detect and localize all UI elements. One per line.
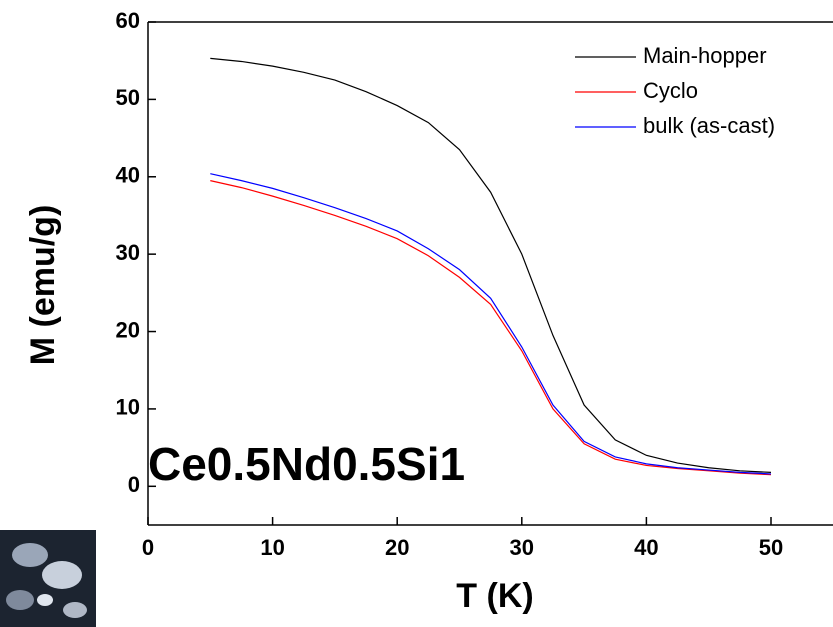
y-tick-label: 50 [116, 85, 140, 110]
y-tick-label: 10 [116, 395, 140, 420]
legend-label: Main-hopper [643, 43, 767, 68]
annotation: Ce0.5Nd0.5Si1 [148, 438, 465, 490]
sample-photo [0, 530, 96, 627]
y-tick-label: 30 [116, 240, 140, 265]
legend-label: bulk (as-cast) [643, 113, 775, 138]
data-line [210, 180, 772, 476]
x-tick-label: 40 [634, 535, 658, 560]
legend-label: Cyclo [643, 78, 698, 103]
y-tick-label: 20 [116, 317, 140, 342]
data-line [210, 57, 772, 473]
x-tick-label: 20 [385, 535, 409, 560]
x-tick-label: 0 [142, 535, 154, 560]
x-tick-label: 10 [260, 535, 284, 560]
y-tick-label: 60 [116, 8, 140, 33]
x-tick-label: 50 [759, 535, 783, 560]
x-tick-label: 30 [510, 535, 534, 560]
y-tick-label: 40 [116, 163, 140, 188]
y-axis-label: M (emu/g) [24, 205, 62, 366]
x-axis-label: T (K) [456, 577, 533, 615]
data-line [210, 173, 772, 475]
y-tick-label: 0 [128, 472, 140, 497]
